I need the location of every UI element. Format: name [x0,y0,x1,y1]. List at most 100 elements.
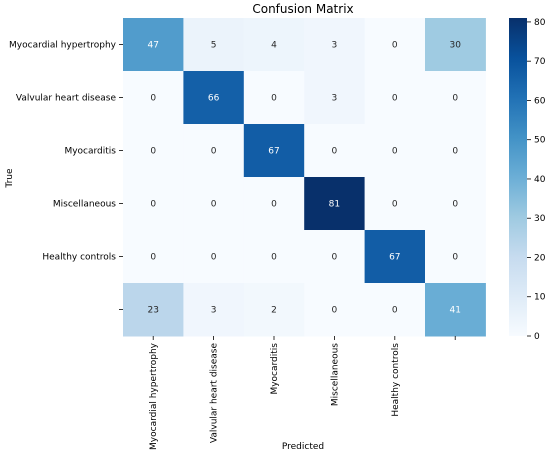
heatmap-cell [183,230,245,284]
colorbar-tick-label: 70 [534,57,546,67]
cell-value-label: 3 [332,94,338,104]
heatmap-cell [304,18,366,72]
heatmap-cell [183,177,245,231]
cell-value-label: 0 [452,147,458,157]
heatmap-cell [425,177,486,231]
heatmap-cell [364,18,426,72]
cell-value-label: 0 [392,200,398,210]
colorbar-tick-label: 20 [534,253,546,263]
cell-value-label: 0 [332,147,338,157]
colorbar-tick-label: 10 [534,293,546,303]
y-tick-label: Healthy controls [42,253,116,263]
heatmap-cell [364,230,426,284]
cell-value-label: 67 [389,253,400,263]
heatmap-cell [243,71,305,125]
heatmap-cell [123,18,184,72]
y-tick-label: Miscellaneous [53,200,116,210]
x-tick-label: Healthy controls [391,343,401,417]
x-tick-labels: Myocardial hypertrophy Valvular heart dis… [149,336,456,450]
heatmap-cell [183,283,245,337]
cell-value-label: 0 [392,306,398,316]
heatmap-cell [304,177,366,231]
cell-value-label: 67 [268,147,279,157]
heatmap-cell [304,230,366,284]
heatmap-cell [364,71,426,125]
y-tick-label: Myocarditis [64,147,116,157]
heatmap-cell [243,18,305,72]
cell-value-label: 0 [452,94,458,104]
x-tick-label: Myocarditis [270,343,280,395]
heatmap-cell [123,283,184,337]
x-axis-label: Predicted [282,442,324,452]
cell-value-label: 0 [452,200,458,210]
heatmap-cell [425,283,486,337]
cell-value-label: 0 [150,94,156,104]
colorbar-tick-label: 50 [534,136,546,146]
cell-value-label: 41 [449,306,460,316]
colorbar-tick-label: 0 [534,332,540,342]
colorbar-tick-label: 60 [534,96,546,106]
heatmap-cell [243,283,305,337]
cell-value-label: 47 [147,41,158,51]
cell-value-label: 23 [147,306,158,316]
heatmap-cell [425,124,486,178]
x-tick-label: Valvular heart disease [210,343,220,444]
colorbar-tick-label: 80 [534,18,546,28]
cell-value-label: 0 [150,147,156,157]
heatmap-cell-labels: 47 5 4 3 0 300 66 0 3 0 00 0 67 0 0 00 0 0 81 0 00 0 0 0 67 023 3 2… [147,41,461,316]
cell-value-label: 30 [449,41,461,51]
cell-value-label: 0 [271,253,277,263]
heatmap-cell [304,71,366,125]
heatmap-cell [304,124,366,178]
heatmap-cell [123,124,184,178]
cell-value-label: 0 [271,200,277,210]
heatmap-cell [425,71,486,125]
heatmap-cell [183,124,245,178]
cell-value-label: 0 [150,200,156,210]
cell-value-label: 0 [211,200,217,210]
colorbar-gradient [509,18,527,336]
cell-value-label: 2 [271,306,277,316]
heatmap-cell [364,177,426,231]
heatmap-cell [183,18,245,72]
cell-value-label: 0 [211,147,217,157]
heatmap-cell [304,283,366,337]
x-tick-label: Miscellaneous [330,343,340,406]
colorbar: 0 10 20 30 40 50 60 70 80 [509,18,546,342]
cell-value-label: 0 [392,94,398,104]
heatmap-cell [123,230,184,284]
cell-value-label: 3 [332,41,338,51]
heatmap-cell [183,71,245,125]
cell-value-label: 4 [271,41,277,51]
cell-value-label: 0 [392,147,398,157]
heatmap-cells [123,18,486,337]
heatmap-cell [123,177,184,231]
heatmap-cell [243,177,305,231]
cell-value-label: 0 [211,253,217,263]
heatmap-cell [364,283,426,337]
y-axis-label: True [5,168,15,189]
y-tick-label: Valvular heart disease [16,94,117,104]
heatmap-cell [243,124,305,178]
chart-title: Confusion Matrix [252,2,353,16]
heatmap-cell [123,71,184,125]
heatmap-cell [364,124,426,178]
heatmap-cell [425,18,486,72]
y-tick-label: Myocardial hypertrophy [9,41,117,51]
colorbar-ticks: 0 10 20 30 40 50 60 70 80 [527,18,546,342]
cell-value-label: 0 [332,306,338,316]
x-tick-label: Myocardial hypertrophy [149,342,159,450]
cell-value-label: 0 [150,253,156,263]
cell-value-label: 5 [211,41,217,51]
cell-value-label: 81 [329,200,340,210]
cell-value-label: 0 [271,94,277,104]
cell-value-label: 0 [392,41,398,51]
cell-value-label: 3 [211,306,217,316]
colorbar-tick-label: 30 [534,214,546,224]
cell-value-label: 66 [208,94,220,104]
y-tick-labels: Myocardial hypertrophy Valvular heart dis… [9,41,123,310]
cell-value-label: 0 [332,253,338,263]
heatmap-cell [243,230,305,284]
colorbar-tick-label: 40 [534,175,546,185]
